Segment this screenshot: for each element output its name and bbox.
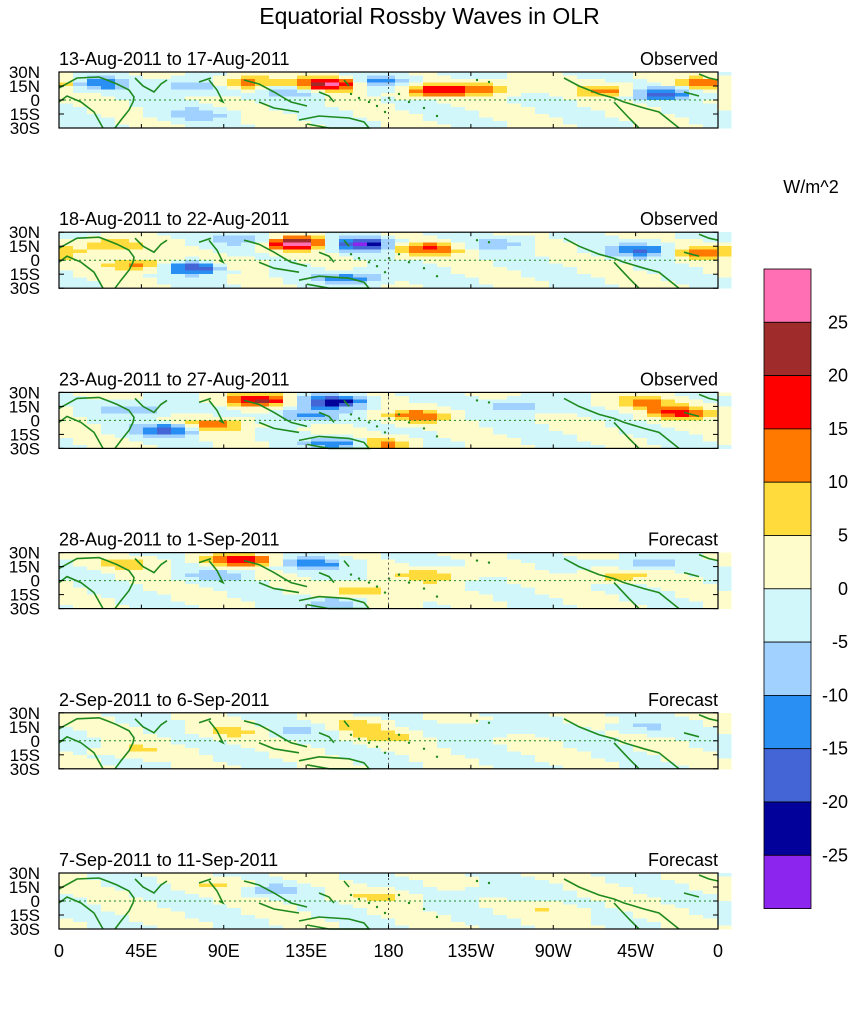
- panel-date-range: 2-Sep-2011 to 6-Sep-2011: [59, 690, 269, 710]
- panel-kind-label: Observed: [640, 369, 718, 389]
- lat-label: 30N: [9, 864, 40, 883]
- lat-label: 0: [31, 411, 40, 430]
- colorbar-segment: [763, 748, 812, 803]
- map-panel: 13-Aug-2011 to 17-Aug-2011 Observed 30N15N…: [9, 49, 732, 138]
- lon-label: 135E: [285, 941, 327, 961]
- lon-label: 180: [373, 941, 403, 961]
- panel-date-range: 13-Aug-2011 to 17-Aug-2011: [59, 49, 290, 69]
- colorbar-label: -5: [832, 632, 848, 652]
- olr-anomaly-field: [59, 392, 732, 449]
- lat-label: 30S: [10, 600, 40, 619]
- lat-label: 30N: [9, 544, 40, 563]
- lat-label: 30S: [10, 119, 40, 138]
- panel-date-range: 28-Aug-2011 to 1-Sep-2011: [59, 530, 280, 550]
- colorbar-segment: [763, 481, 812, 536]
- lat-label: 15N: [9, 718, 40, 737]
- lat-label: 15S: [10, 586, 40, 605]
- colorbar-label: -10: [822, 685, 848, 705]
- colorbar-label: 0: [838, 579, 848, 599]
- figure-title: Equatorial Rossby Waves in OLR: [259, 3, 599, 29]
- colorbar-label: 15: [828, 419, 848, 439]
- lat-label: 30N: [9, 63, 40, 82]
- lat-label: 0: [31, 251, 40, 270]
- olr-anomaly-field: [59, 232, 732, 289]
- lat-label: 0: [31, 91, 40, 110]
- lat-label: 0: [31, 572, 40, 591]
- colorbar-label: 10: [828, 472, 848, 492]
- lon-label: 90W: [535, 941, 572, 961]
- panel-date-range: 7-Sep-2011 to 11-Sep-2011: [59, 850, 278, 870]
- longitude-axis: 0 45E 90E 135E 180 135W 90W 45W 0: [54, 941, 723, 961]
- lon-label: 45E: [125, 941, 157, 961]
- colorbar-segment: [763, 854, 812, 909]
- panels: 13-Aug-2011 to 17-Aug-2011 Observed30N15N…: [9, 49, 732, 939]
- panel-kind-label: Forecast: [648, 850, 718, 870]
- colorbar-label: -25: [822, 845, 848, 865]
- map-panel: 7-Sep-2011 to 11-Sep-2011 Forecast 30N15N0…: [9, 850, 732, 939]
- panel-kind-label: Observed: [640, 49, 718, 69]
- colorbar-label: -20: [822, 792, 848, 812]
- lat-label: 15S: [10, 906, 40, 925]
- colorbar-segment: [763, 375, 812, 430]
- lon-label: 135W: [447, 941, 494, 961]
- panel-kind-label: Forecast: [648, 530, 718, 550]
- lat-label: 15N: [9, 878, 40, 897]
- map-panel: 23-Aug-2011 to 27-Aug-2011 Observed 30N15N…: [9, 369, 732, 458]
- lat-label: 15N: [9, 77, 40, 96]
- panel-date-range: 18-Aug-2011 to 22-Aug-2011: [59, 209, 290, 229]
- lon-label: 90E: [208, 941, 240, 961]
- colorbar-segment: [763, 695, 812, 750]
- panel-date-range: 23-Aug-2011 to 27-Aug-2011: [59, 369, 290, 389]
- colorbar-label: 25: [828, 312, 848, 332]
- lat-label: 30S: [10, 920, 40, 939]
- map-panel: 2-Sep-2011 to 6-Sep-2011 Forecast 30N15N01…: [9, 690, 732, 779]
- lat-label: 0: [31, 892, 40, 911]
- colorbar-label: -15: [822, 739, 848, 759]
- lat-label: 30S: [10, 279, 40, 298]
- lat-label: 30S: [10, 439, 40, 458]
- lon-label: 0: [713, 941, 723, 961]
- lon-label: 0: [54, 941, 64, 961]
- colorbar-label: 20: [828, 366, 848, 386]
- lat-label: 15N: [9, 397, 40, 416]
- lat-label: 30N: [9, 704, 40, 723]
- colorbar-segment: [763, 801, 812, 856]
- lat-label: 15S: [10, 105, 40, 124]
- colorbar-segment: [763, 428, 812, 483]
- colorbar-units: W/m^2: [783, 177, 838, 197]
- lat-label: 15S: [10, 265, 40, 284]
- olr-anomaly-field: [59, 72, 732, 129]
- lon-label: 45W: [617, 941, 654, 961]
- colorbar: 25 20 15 10 5 0 -5 -10 -15 -20 -25: [763, 268, 848, 909]
- colorbar-segment: [763, 321, 812, 376]
- lat-label: 0: [31, 732, 40, 751]
- lat-label: 15N: [9, 558, 40, 577]
- lat-label: 15N: [9, 237, 40, 256]
- lat-label: 30S: [10, 760, 40, 779]
- colorbar-segment: [763, 535, 812, 590]
- lat-label: 30N: [9, 383, 40, 402]
- colorbar-segment: [763, 268, 812, 323]
- map-panel: 28-Aug-2011 to 1-Sep-2011 Forecast 30N15N0…: [9, 530, 732, 619]
- colorbar-segment: [763, 641, 812, 696]
- lat-label: 15S: [10, 425, 40, 444]
- panel-kind-label: Forecast: [648, 690, 718, 710]
- lat-label: 30N: [9, 223, 40, 242]
- map-panel: 18-Aug-2011 to 22-Aug-2011 Observed 30N15N…: [9, 209, 732, 298]
- panel-kind-label: Observed: [640, 209, 718, 229]
- olr-anomaly-field: [59, 712, 732, 770]
- colorbar-segment: [763, 588, 812, 643]
- colorbar-label: 5: [838, 526, 848, 546]
- lat-label: 15S: [10, 746, 40, 765]
